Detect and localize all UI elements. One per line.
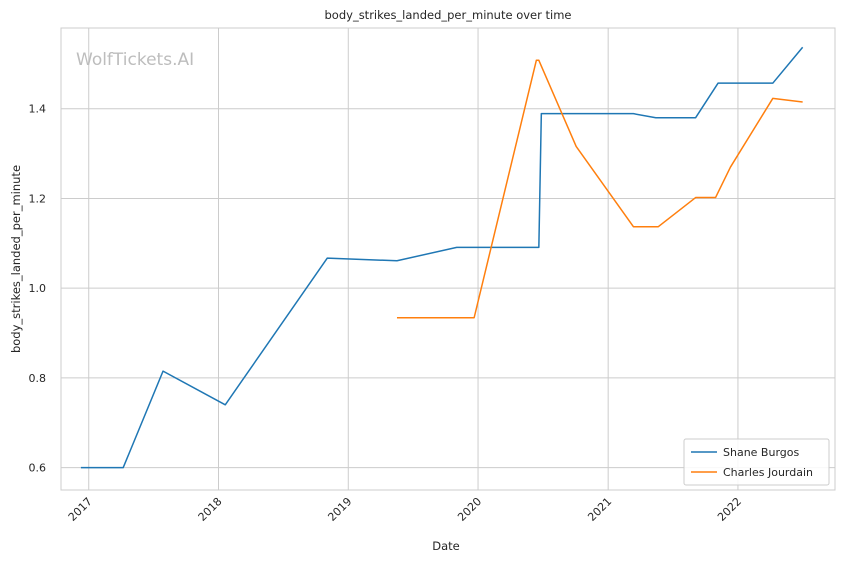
legend: Shane Burgos Charles Jourdain [683, 438, 830, 486]
series-line-shane-burgos [80, 46, 804, 469]
series-layer [80, 46, 804, 469]
y-gridlines [61, 108, 835, 469]
plot-area [60, 27, 836, 491]
x-tick-label-2019: 2019 [325, 495, 354, 524]
legend-label-shane-burgos: Shane Burgos [723, 446, 799, 459]
y-tick-label-4: 1.4 [29, 103, 47, 116]
x-tick-label-2020: 2020 [455, 495, 484, 524]
x-tick-label-2022: 2022 [715, 495, 744, 524]
y-tick-labels: 0.6 0.8 1.0 1.2 1.4 [29, 103, 47, 475]
x-tick-labels: 2017 2018 2019 2020 2021 2022 [66, 495, 744, 524]
y-tick-label-1: 0.8 [29, 372, 47, 385]
y-axis-title: body_strikes_landed_per_minute [9, 165, 23, 353]
x-gridlines [88, 28, 739, 490]
y-tick-label-3: 1.2 [29, 192, 47, 205]
x-tick-label-2018: 2018 [196, 495, 225, 524]
watermark-text: WolfTickets.AI [76, 50, 194, 70]
x-axis-title: Date [432, 539, 460, 553]
legend-box [683, 438, 830, 486]
y-tick-label-2: 1.0 [29, 282, 47, 295]
y-tick-label-0: 0.6 [29, 462, 47, 475]
legend-label-charles-jourdain: Charles Jourdain [723, 466, 813, 479]
x-tick-label-2021: 2021 [585, 495, 614, 524]
x-tick-label-2017: 2017 [66, 495, 95, 524]
series-line-charles-jourdain [396, 59, 803, 319]
chart-title: body_strikes_landed_per_minute over time [325, 8, 572, 22]
